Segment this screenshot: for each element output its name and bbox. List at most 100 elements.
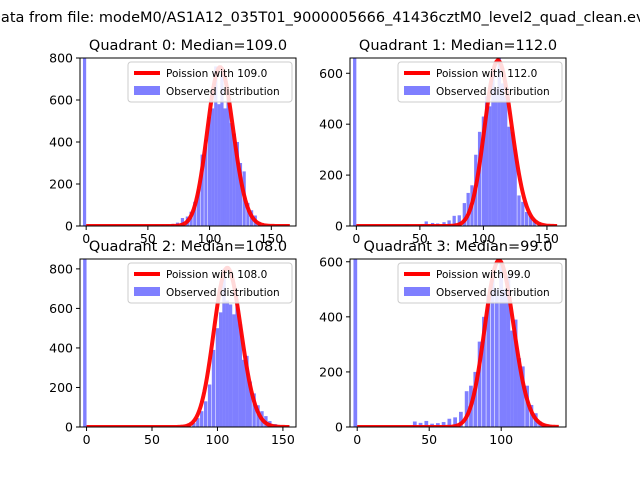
histogram-bar xyxy=(217,104,221,226)
plot-area xyxy=(82,58,291,226)
histogram-bar xyxy=(222,268,226,427)
y-tick-label: 400 xyxy=(319,309,343,324)
histogram-bar xyxy=(235,142,239,226)
x-tick-label: 0 xyxy=(83,432,91,447)
histogram-bar xyxy=(477,341,482,427)
histogram-bar xyxy=(507,126,511,226)
histogram-bar xyxy=(481,116,486,226)
x-tick-label: 100 xyxy=(471,231,495,246)
histogram-bar xyxy=(504,96,508,226)
histogram-bar xyxy=(464,391,469,427)
x-tick-label: 0 xyxy=(82,231,90,246)
poisson-fit-line xyxy=(85,65,291,226)
y-tick-label: 600 xyxy=(49,301,73,316)
histogram-bar xyxy=(484,96,489,226)
histogram-bar xyxy=(447,220,451,226)
histogram-bar xyxy=(82,58,87,226)
x-tick-label: 0 xyxy=(352,231,360,246)
histogram-bar xyxy=(353,259,358,427)
histogram-bar xyxy=(459,411,463,427)
plot-area xyxy=(353,58,558,226)
histogram-bar xyxy=(211,349,216,427)
histogram-bar xyxy=(490,272,495,427)
histogram-bar xyxy=(521,201,525,226)
y-tick-label: 0 xyxy=(65,420,73,435)
histogram-bar xyxy=(453,417,457,427)
x-tick-label: 50 xyxy=(140,231,156,246)
histogram-bar xyxy=(441,422,446,427)
y-tick-label: 200 xyxy=(49,177,73,192)
histogram-bar xyxy=(211,108,215,226)
legend-box xyxy=(127,262,293,304)
histogram-bar xyxy=(220,74,224,226)
legend-hist-swatch xyxy=(404,287,430,296)
x-tick-label: 150 xyxy=(271,432,295,447)
y-tick-label: 400 xyxy=(49,340,73,355)
legend: Poission with 109.0 Observed distribution xyxy=(127,61,293,103)
histogram-bar xyxy=(457,215,461,226)
plot-area xyxy=(83,259,291,427)
histogram-bar xyxy=(232,133,236,226)
y-tick-label: 600 xyxy=(319,254,343,269)
legend-fit-label: Poission with 108.0 xyxy=(166,269,267,281)
histogram-bar xyxy=(203,401,208,427)
histogram-bar xyxy=(488,106,492,226)
y-tick-label: 400 xyxy=(319,117,343,132)
histogram-bar xyxy=(207,384,212,427)
quadrant-0-panel: 0 50 100 150 0 200 400 600 800 Quadrant 0: Median… xyxy=(49,38,297,246)
histogram-bar xyxy=(494,88,498,226)
plot-area xyxy=(353,259,560,427)
y-tick-label: 0 xyxy=(65,219,73,234)
legend-hist-swatch xyxy=(134,287,160,296)
y-tick-label: 800 xyxy=(49,261,73,276)
histogram-bar xyxy=(506,275,511,427)
histogram-bar xyxy=(223,108,227,226)
axes-frame xyxy=(349,258,567,428)
histogram-bar xyxy=(510,330,514,427)
subplot-grid: 0 50 100 150 0 200 400 600 800 Quadrant 0: Median… xyxy=(49,38,567,447)
histogram-bar xyxy=(447,418,452,427)
y-tick-label: 0 xyxy=(335,420,343,435)
legend-fit-label: Poission with 109.0 xyxy=(166,68,267,80)
y-tick-label: 400 xyxy=(49,135,73,150)
histogram-bar xyxy=(204,139,208,226)
histogram-bar xyxy=(215,328,220,427)
legend-hist-label: Observed distribution xyxy=(166,287,280,299)
histogram-bar xyxy=(524,212,529,226)
histogram-bar xyxy=(246,202,250,226)
histogram-bar xyxy=(228,304,233,427)
x-tick-label: 100 xyxy=(489,432,513,447)
histogram-bar xyxy=(214,66,218,226)
histogram-bar xyxy=(510,131,514,226)
histogram-bar xyxy=(495,289,499,427)
subplot-title: Quadrant 1: Median=112.0 xyxy=(359,38,557,54)
y-tick-label: 600 xyxy=(319,66,343,81)
histogram-bar xyxy=(248,381,252,427)
histogram-bar xyxy=(353,58,357,226)
legend-hist-label: Observed distribution xyxy=(436,86,550,98)
legend-box xyxy=(397,262,563,304)
histogram-bar xyxy=(196,418,200,427)
axes-frame xyxy=(79,258,297,428)
histogram-bar xyxy=(513,319,518,427)
legend-box xyxy=(127,61,293,103)
legend-fit-label: Poission with 112.0 xyxy=(436,68,537,80)
histogram-bar xyxy=(491,75,495,226)
x-tick-label: 50 xyxy=(421,432,437,447)
histogram-bar xyxy=(245,355,249,427)
histogram-bar xyxy=(473,371,478,427)
histogram-bar xyxy=(200,154,204,226)
quadrant-3-panel: 0 50 100 0 200 400 600 Quadrant 3: Median=99.0 P… xyxy=(319,239,567,447)
histogram-bar xyxy=(517,195,521,226)
histogram-bar xyxy=(192,423,196,427)
legend-hist-label: Observed distribution xyxy=(436,287,550,299)
histogram-bar xyxy=(477,131,482,226)
histogram-bar xyxy=(208,116,212,226)
y-tick-label: 800 xyxy=(49,51,73,66)
y-tick-label: 200 xyxy=(319,168,343,183)
histogram-bar xyxy=(196,189,201,226)
quadrant-2-panel: 0 50 100 150 0 200 400 600 800 Quadrant 2: Median… xyxy=(49,239,297,447)
histogram-bar xyxy=(241,359,246,427)
figure-suptitle: Data from file: modeM0/AS1A12_035T01_900… xyxy=(0,10,640,26)
